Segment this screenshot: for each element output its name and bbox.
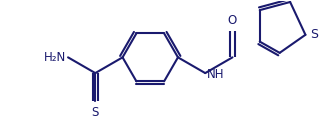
Text: S: S (92, 106, 99, 119)
Text: H₂N: H₂N (44, 51, 66, 64)
Text: NH: NH (207, 68, 224, 81)
Text: S: S (310, 28, 318, 41)
Text: O: O (228, 14, 237, 27)
